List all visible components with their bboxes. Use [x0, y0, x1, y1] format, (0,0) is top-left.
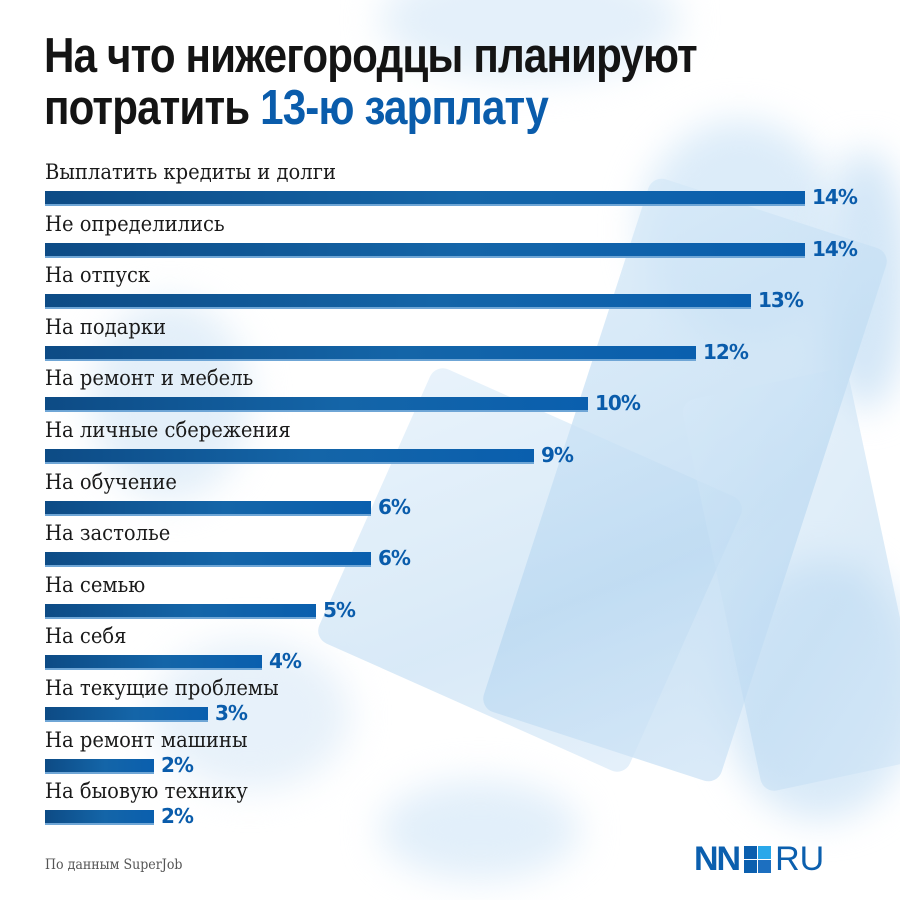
bar: [45, 294, 751, 310]
category-label: На обучение: [45, 469, 177, 494]
category-label: На ремонт и мебель: [45, 366, 254, 391]
value-label: 6%: [378, 494, 411, 519]
bar: [45, 706, 208, 722]
logo-square: [744, 845, 758, 859]
value-label: 5%: [323, 597, 356, 622]
value-label: 2%: [161, 804, 194, 829]
category-label: На текущие проблемы: [45, 675, 279, 700]
value-label: 3%: [215, 700, 248, 725]
logo-square: [758, 845, 772, 859]
bar: [45, 552, 371, 568]
value-label: 13%: [758, 288, 804, 313]
value-label: 14%: [812, 236, 858, 261]
value-label: 10%: [595, 391, 641, 416]
bar: [45, 810, 154, 826]
logo-square: [744, 859, 758, 873]
category-label: На быовую технику: [45, 779, 248, 804]
bar: [45, 448, 534, 464]
page-title: На что нижегородцы планируют потратить 1…: [44, 30, 758, 134]
logo-squares-icon: [744, 845, 772, 873]
title-accent: 13-ю зарплату: [260, 81, 549, 135]
category-label: На личные сбережения: [45, 417, 291, 442]
source-note: По данным SuperJob: [45, 857, 183, 873]
title-line-1: На что нижегородцы планируют: [44, 29, 698, 83]
value-label: 4%: [269, 649, 302, 674]
bar: [45, 242, 805, 258]
category-label: На себя: [45, 624, 127, 649]
bar: [45, 603, 316, 619]
logo-nn-text: NN: [694, 840, 741, 878]
bar: [45, 191, 805, 206]
category-label: На застолье: [45, 521, 171, 546]
bar: [45, 500, 371, 516]
category-label: На ремонт машины: [45, 727, 248, 752]
value-label: 14%: [812, 185, 858, 209]
category-label: На подарки: [45, 314, 167, 339]
bar: [45, 758, 154, 774]
logo-ru-text: RU: [775, 840, 825, 878]
bar: [45, 655, 262, 671]
nn-ru-logo: NN RU: [694, 840, 825, 878]
category-label: На отпуск: [45, 263, 151, 288]
bar: [45, 345, 696, 361]
category-label: На семью: [45, 572, 146, 597]
value-label: 6%: [378, 546, 411, 571]
value-label: 9%: [541, 442, 574, 467]
category-label: Выплатить кредиты и долги: [45, 160, 336, 184]
title-line-2: потратить 13-ю зарплату: [44, 82, 758, 134]
logo-square: [758, 859, 772, 873]
bar: [45, 397, 588, 413]
category-label: Не определились: [45, 211, 225, 236]
value-label: 12%: [703, 339, 749, 364]
value-label: 2%: [161, 752, 194, 777]
title-text: потратить: [44, 81, 261, 135]
